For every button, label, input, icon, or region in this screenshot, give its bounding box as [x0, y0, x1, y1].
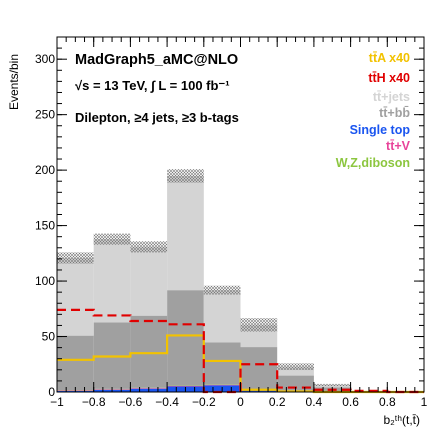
bar-tt-jets-bin-1	[93, 239, 131, 323]
uncertainty-band-bin-3	[167, 169, 204, 183]
legend-entry: tt̄H x40	[368, 71, 410, 85]
bar-tt-bb-bin-5	[240, 347, 278, 390]
uncertainty-band-bin-1	[93, 233, 131, 245]
bar-tt-jets-bin-0	[57, 257, 94, 336]
x-tick-label: 0.8	[379, 395, 396, 409]
y-tick-label: 0	[48, 385, 55, 399]
bar-tt-bb-bin-2	[130, 315, 168, 388]
legend: tt̄A x40 tt̄H x40 tt̄+jets tt̄+bb̄ Single to…	[336, 51, 411, 170]
x-tick-label: −1	[50, 395, 64, 409]
info-line-selection: Dilepton, ≥4 jets, ≥3 b-tags	[75, 110, 239, 125]
uncertainty-band-bin-6	[277, 363, 314, 371]
uncertainty-band-bin-7	[313, 383, 351, 387]
bar-tt-bb-bin-4	[203, 342, 241, 385]
x-tick-label: −0.2	[192, 395, 216, 409]
bar-tt-jets-bin-2	[130, 246, 168, 316]
uncertainty-bands	[57, 169, 351, 387]
bar-tt-jets-bin-4	[203, 290, 241, 343]
y-axis-label: Events/bin	[7, 54, 21, 110]
y-tick-label: 300	[35, 52, 55, 66]
legend-entry: tt̄+bb̄	[379, 106, 410, 120]
y-tick-label: 100	[35, 274, 55, 288]
legend-entry: tt̄+V	[386, 139, 411, 153]
uncertainty-band-bin-2	[130, 241, 168, 253]
x-tick-label: −0.6	[119, 395, 143, 409]
x-tick-label: 0.6	[342, 395, 359, 409]
uncertainty-band-bin-4	[203, 285, 241, 295]
bar-tt-bb-bin-3	[167, 290, 204, 386]
x-tick-label: −0.4	[155, 395, 179, 409]
y-tick-label: 250	[35, 108, 55, 122]
bar-tt-jets-bin-6	[277, 366, 314, 376]
x-tick-label: 1	[421, 395, 428, 409]
axis-ticks: −1 −0.8 −0.6 −0.4 −0.2 0 0.2 0.4 0.6 0.8 1 0 50 100 15…	[35, 36, 428, 409]
y-tick-label: 200	[35, 163, 55, 177]
bar-tt-jets-bin-3	[167, 175, 204, 291]
bar-tt-v-bin-4	[203, 384, 241, 386]
stacked-bars	[57, 175, 424, 392]
bar-tt-v-bin-3	[167, 385, 204, 387]
uncertainty-band-bin-5	[240, 318, 278, 332]
x-tick-label: 0.2	[269, 395, 286, 409]
y-tick-label: 50	[42, 330, 56, 344]
y-tick-label: 150	[35, 219, 55, 233]
x-axis-label: b₂ᵗʰ(t,t̄)	[383, 413, 420, 427]
chart-title: MadGraph5_aMC@NLO	[75, 52, 238, 68]
legend-entry: tt̄+jets	[373, 90, 410, 104]
bar-tt-bb-bin-0	[57, 335, 94, 391]
info-line-energy: √s = 13 TeV, ∫ L = 100 fb⁻¹	[75, 78, 230, 93]
x-tick-label: 0	[237, 395, 244, 409]
uncertainty-band-bin-0	[57, 252, 94, 264]
x-tick-label: 0.4	[306, 395, 323, 409]
x-tick-label: −0.8	[82, 395, 106, 409]
legend-entry: Single top	[350, 123, 411, 137]
legend-entry: W,Z,diboson	[336, 156, 410, 170]
legend-entry: tt̄A x40	[369, 51, 410, 65]
